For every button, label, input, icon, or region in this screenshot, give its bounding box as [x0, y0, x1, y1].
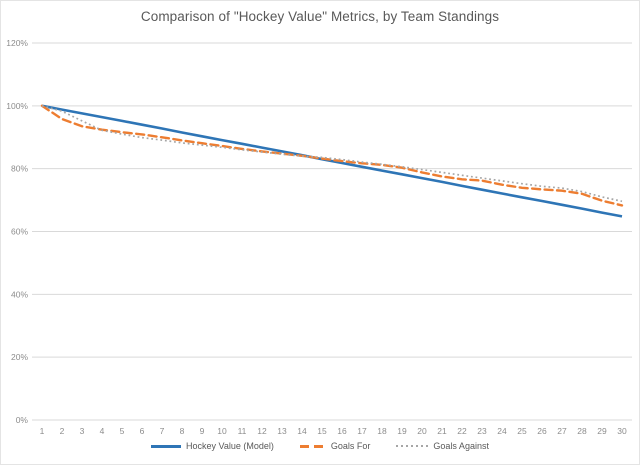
line-swatch-dotted-icon — [396, 445, 429, 447]
legend-item-hockey-value: Hockey Value (Model) — [151, 441, 274, 451]
x-axis-tick-label: 11 — [238, 426, 247, 436]
y-axis-tick-label: 20% — [11, 352, 28, 362]
x-axis-tick-label: 17 — [357, 426, 367, 436]
legend-item-goals-for: Goals For — [299, 441, 371, 451]
x-axis-tick-label: 8 — [180, 426, 185, 436]
y-axis-tick-label: 0% — [16, 415, 29, 425]
y-axis-tick-label: 40% — [11, 289, 28, 299]
y-axis-tick-label: 100% — [6, 101, 28, 111]
x-axis-tick-label: 21 — [437, 426, 447, 436]
x-axis-tick-label: 22 — [457, 426, 467, 436]
legend-label: Goals For — [330, 441, 371, 451]
y-axis-tick-label: 120% — [6, 38, 28, 48]
series-line-goals-against — [41, 104, 623, 203]
x-axis-tick-label: 27 — [557, 426, 567, 436]
x-axis-tick-label: 2 — [60, 426, 65, 436]
x-axis-tick-label: 13 — [277, 426, 287, 436]
legend-label: Goals Against — [433, 441, 489, 451]
x-axis-tick-label: 18 — [377, 426, 387, 436]
x-axis-tick-label: 5 — [120, 426, 125, 436]
x-axis-tick-label: 10 — [217, 426, 227, 436]
x-axis-tick-label: 1 — [40, 426, 45, 436]
legend-label: Hockey Value (Model) — [186, 441, 274, 451]
x-axis-tick-label: 3 — [80, 426, 85, 436]
x-axis-tick-label: 26 — [537, 426, 547, 436]
x-axis-tick-label: 24 — [497, 426, 507, 436]
x-axis-tick-label: 7 — [160, 426, 165, 436]
x-axis-tick-label: 20 — [417, 426, 427, 436]
line-swatch-solid-icon — [151, 444, 182, 448]
chart-title: Comparison of "Hockey Value" Metrics, by… — [140, 9, 500, 24]
x-axis-tick-label: 12 — [257, 426, 267, 436]
legend: Hockey Value (Model) Goals For Goals Aga… — [1, 441, 639, 451]
x-axis-tick-label: 19 — [397, 426, 407, 436]
x-axis-tick-label: 29 — [597, 426, 607, 436]
x-axis-tick-label: 16 — [337, 426, 347, 436]
y-axis-tick-label: 80% — [11, 164, 28, 174]
series-line-goals-for — [40, 104, 624, 207]
legend-item-goals-against: Goals Against — [396, 441, 489, 451]
series-line-hockey-value-model- — [41, 104, 623, 218]
x-axis-tick-label: 9 — [200, 426, 205, 436]
y-axis-tick-label: 60% — [11, 227, 28, 237]
x-axis-tick-label: 4 — [100, 426, 105, 436]
x-axis-tick-label: 14 — [297, 426, 307, 436]
x-axis-tick-label: 6 — [140, 426, 145, 436]
x-axis-tick-label: 15 — [317, 426, 327, 436]
x-axis-tick-label: 25 — [517, 426, 527, 436]
x-axis-tick-label: 30 — [617, 426, 627, 436]
line-swatch-dashed-icon — [299, 444, 326, 448]
x-axis-tick-label: 23 — [477, 426, 487, 436]
x-axis-tick-label: 28 — [577, 426, 587, 436]
